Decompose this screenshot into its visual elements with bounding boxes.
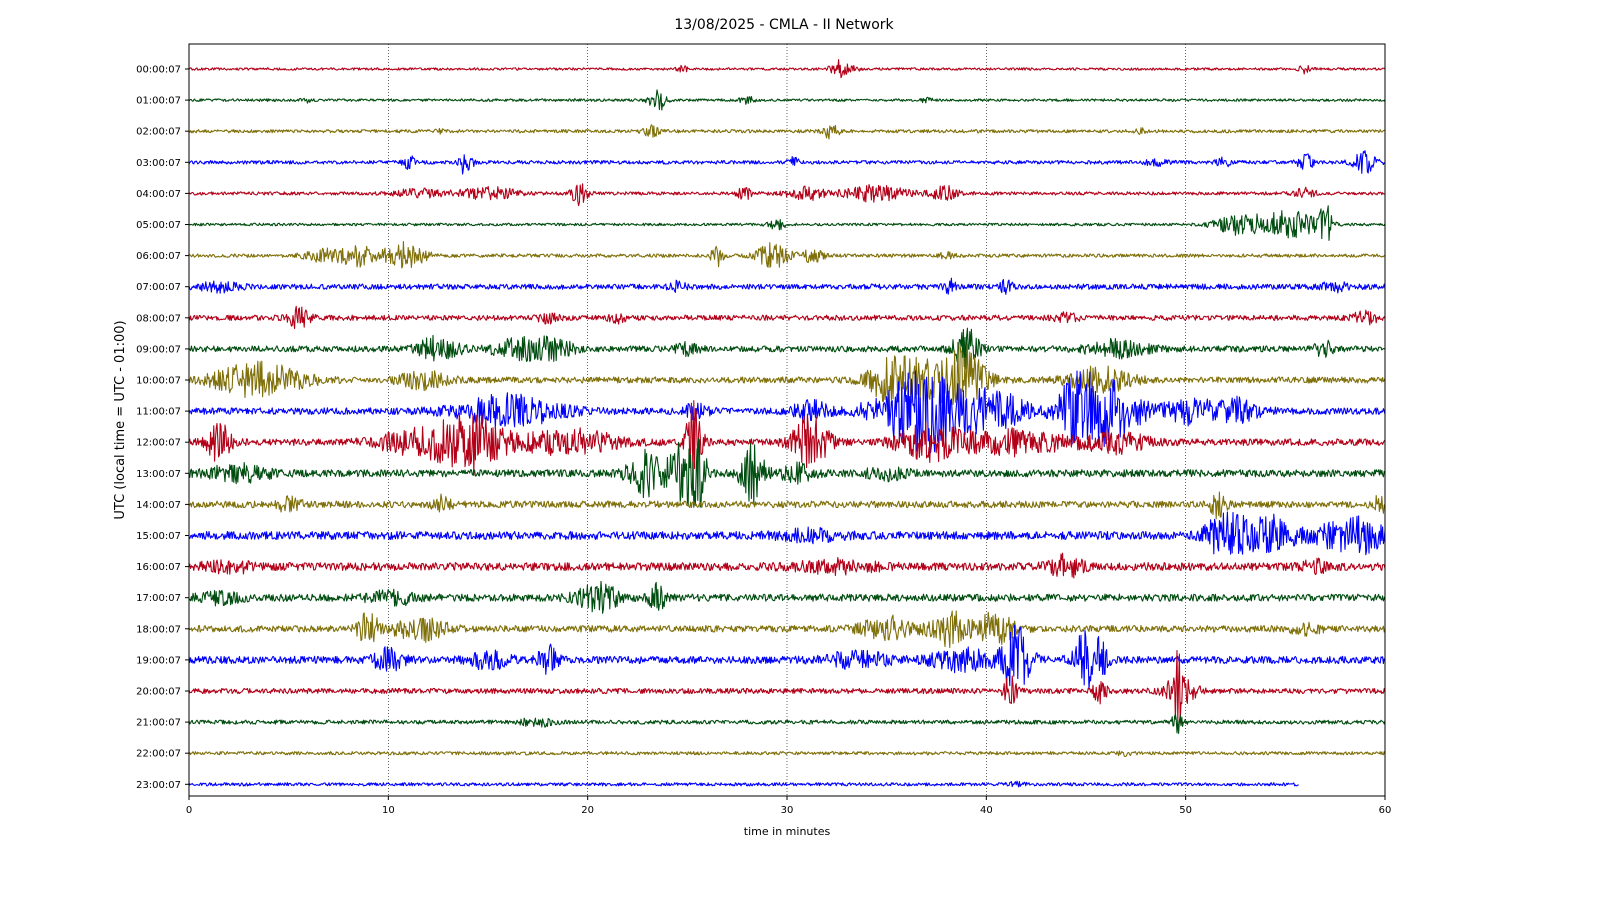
trace-03-00-07 bbox=[188, 150, 1386, 175]
trace-10-00-07 bbox=[188, 341, 1386, 420]
y-tick-label: 05:00:07 bbox=[136, 220, 181, 231]
trace-02-00-07 bbox=[188, 124, 1386, 140]
y-tick-label: 19:00:07 bbox=[136, 655, 181, 666]
trace-22-00-07 bbox=[188, 750, 1386, 758]
trace-06-00-07 bbox=[188, 241, 1386, 269]
x-axis-ticks: 0 10 20 30 40 50 60 bbox=[186, 796, 1392, 816]
trace-17-00-07 bbox=[188, 580, 1386, 614]
trace-04-00-07 bbox=[188, 183, 1385, 207]
chart-title: 13/08/2025 - CMLA - II Network bbox=[674, 17, 894, 33]
trace-15-00-07 bbox=[188, 511, 1386, 556]
trace-16-00-07 bbox=[188, 552, 1386, 579]
trace-23-00-07 bbox=[188, 780, 1299, 788]
y-tick-label: 08:00:07 bbox=[136, 313, 181, 324]
y-tick-label: 11:00:07 bbox=[136, 407, 181, 418]
trace-14-00-07 bbox=[188, 491, 1386, 520]
y-tick-label: 16:00:07 bbox=[136, 562, 181, 573]
y-tick-label: 06:00:07 bbox=[136, 251, 181, 262]
y-tick-label: 14:00:07 bbox=[136, 500, 181, 511]
trace-08-00-07 bbox=[188, 305, 1386, 330]
y-tick-label: 22:00:07 bbox=[136, 749, 181, 760]
y-tick-label: 04:00:07 bbox=[136, 189, 181, 200]
y-tick-label: 01:00:07 bbox=[136, 96, 181, 107]
plot-frame bbox=[188, 43, 1386, 797]
trace-11-00-07 bbox=[188, 370, 1386, 454]
y-axis-label: UTC (local time = UTC - 01:00) bbox=[113, 320, 128, 519]
y-tick-label: 03:00:07 bbox=[136, 158, 181, 169]
y-tick-label: 00:00:07 bbox=[136, 65, 181, 76]
y-tick-label: 17:00:07 bbox=[136, 593, 181, 604]
trace-07-00-07 bbox=[188, 277, 1386, 295]
seismic-traces bbox=[188, 59, 1386, 788]
x-tick-label: 20 bbox=[581, 805, 594, 816]
x-tick-label: 60 bbox=[1379, 805, 1392, 816]
y-axis-ticks: 00:00:07 01:00:07 02:00:07 03:00:07 04:00:07… bbox=[136, 65, 189, 791]
trace-05-00-07 bbox=[188, 205, 1386, 241]
x-tick-label: 40 bbox=[980, 805, 993, 816]
y-tick-label: 21:00:07 bbox=[136, 718, 181, 729]
x-tick-label: 10 bbox=[382, 805, 395, 816]
x-tick-label: 30 bbox=[781, 805, 794, 816]
x-tick-label: 0 bbox=[186, 805, 192, 816]
y-tick-label: 12:00:07 bbox=[136, 438, 181, 449]
trace-01-00-07 bbox=[188, 89, 1386, 111]
y-tick-label: 15:00:07 bbox=[136, 531, 181, 542]
y-tick-label: 02:00:07 bbox=[136, 127, 181, 138]
trace-13-00-07 bbox=[188, 438, 1386, 508]
trace-12-00-07 bbox=[188, 400, 1386, 481]
x-axis-label: time in minutes bbox=[744, 825, 831, 838]
trace-20-00-07 bbox=[188, 649, 1386, 724]
trace-21-00-07 bbox=[188, 713, 1386, 734]
trace-19-00-07 bbox=[188, 624, 1386, 690]
y-tick-label: 09:00:07 bbox=[136, 344, 181, 355]
trace-09-00-07 bbox=[188, 327, 1386, 370]
y-tick-label: 18:00:07 bbox=[136, 624, 181, 635]
y-tick-label: 07:00:07 bbox=[136, 282, 181, 293]
trace-18-00-07 bbox=[188, 610, 1386, 649]
trace-00-00-07 bbox=[188, 59, 1386, 79]
y-tick-label: 23:00:07 bbox=[136, 780, 181, 791]
y-tick-label: 13:00:07 bbox=[136, 469, 181, 480]
x-tick-label: 50 bbox=[1179, 805, 1192, 816]
y-tick-label: 10:00:07 bbox=[136, 376, 181, 387]
y-tick-label: 20:00:07 bbox=[136, 687, 181, 698]
